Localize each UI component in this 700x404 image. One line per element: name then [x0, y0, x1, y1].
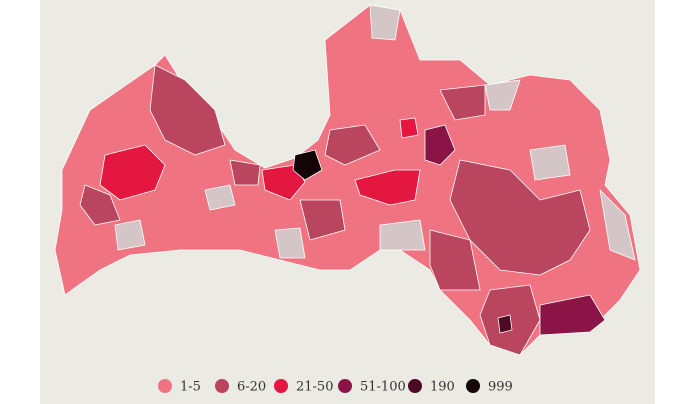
region — [379, 219, 426, 251]
region — [429, 229, 481, 291]
region — [114, 219, 146, 251]
region — [369, 4, 401, 41]
region — [229, 159, 261, 186]
legend-label: 21-50 — [296, 380, 333, 395]
region — [99, 144, 166, 201]
region — [274, 227, 306, 259]
legend-swatch — [274, 379, 288, 393]
legend-label: 51-100 — [360, 380, 406, 395]
region — [399, 117, 419, 139]
region — [354, 169, 421, 206]
region — [424, 124, 456, 166]
region — [449, 159, 591, 276]
region — [292, 149, 323, 181]
region — [324, 124, 381, 166]
region — [439, 84, 486, 121]
region — [149, 64, 226, 156]
region — [497, 314, 513, 334]
region — [79, 184, 121, 226]
legend-label: 190 — [430, 380, 455, 395]
region — [299, 199, 346, 241]
legend-label: 999 — [488, 380, 513, 395]
region — [539, 294, 606, 336]
legend-swatch — [408, 379, 422, 393]
legend: 1-5 6-20 21-50 51-100 190 999 — [158, 379, 513, 395]
latvia-map — [54, 4, 641, 356]
region — [529, 144, 571, 181]
region — [484, 79, 521, 111]
region — [261, 164, 306, 201]
legend-swatch — [215, 379, 229, 393]
legend-label: 1-5 — [180, 380, 201, 395]
legend-swatch — [466, 379, 480, 393]
region — [204, 184, 236, 211]
legend-swatch — [158, 379, 172, 393]
region — [599, 189, 636, 261]
legend-swatch — [338, 379, 352, 393]
legend-label: 6-20 — [237, 380, 266, 395]
